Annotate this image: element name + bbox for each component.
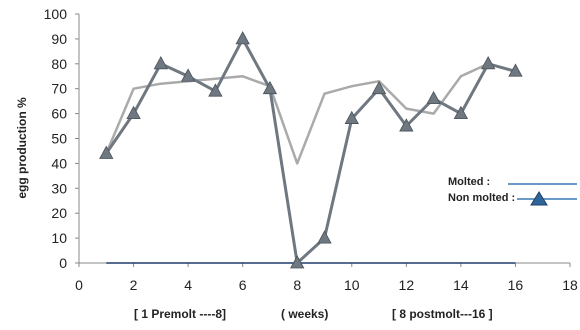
y-tick-label: 0 [59, 255, 67, 271]
x-tick-label: 8 [293, 277, 301, 293]
chart-legend: Molted : Non molted : [448, 176, 577, 206]
series-point-non-molted [290, 255, 305, 269]
x-tick-label: 2 [130, 277, 138, 293]
y-tick-label: 70 [51, 81, 67, 97]
legend-label-non-molted: Non molted : [448, 192, 515, 204]
series-point-non-molted [180, 68, 196, 82]
series-point-non-molted [508, 63, 523, 77]
x-tick-label: 4 [184, 277, 192, 293]
series-point-non-molted [399, 118, 414, 132]
series-line-molted [105, 62, 516, 165]
x-sublabel-premolt: [ 1 Premolt ----8] [134, 307, 226, 321]
series-point-non-molted [317, 230, 332, 244]
series-point-non-molted [426, 90, 441, 105]
x-sublabel-weeks: ( weeks) [281, 307, 328, 321]
x-tick-label: 0 [75, 277, 83, 293]
y-tick-label: 50 [51, 131, 67, 147]
series-point-non-molted [262, 80, 278, 95]
series-point-non-molted [153, 55, 169, 70]
y-tick-label: 30 [51, 180, 67, 196]
legend-marker-triangle [530, 191, 548, 206]
y-tick-label: 90 [51, 31, 67, 47]
series-point-non-molted [480, 55, 496, 70]
series-point-non-molted [371, 80, 387, 95]
y-tick-label: 80 [51, 56, 67, 72]
y-axis-label: egg production % [15, 97, 29, 199]
y-tick-label: 100 [44, 6, 68, 22]
x-tick-label: 12 [399, 277, 415, 293]
x-tick-label: 10 [344, 277, 360, 293]
y-tick-label: 60 [51, 106, 67, 122]
chart-series [99, 31, 523, 269]
y-tick-label: 10 [51, 230, 67, 246]
series-point-non-molted [126, 105, 141, 119]
x-sublabel-postmolt: [ 8 postmolt---16 ] [392, 307, 493, 321]
y-tick-label: 40 [51, 155, 67, 171]
series-point-non-molted [99, 145, 114, 159]
series-point-non-molted [453, 105, 469, 119]
chart-axes [75, 13, 571, 267]
legend-label-molted: Molted : [448, 176, 490, 188]
chart-tick-labels: 0 10 20 30 40 50 60 70 80 90 100 0 2 4 6 8 10 12 14 16 18 [44, 6, 578, 293]
x-tick-label: 18 [562, 277, 578, 293]
x-tick-label: 16 [508, 277, 524, 293]
y-tick-label: 20 [51, 205, 67, 221]
series-point-non-molted [235, 31, 250, 45]
series-point-non-molted [344, 110, 359, 124]
x-tick-label: 6 [239, 277, 247, 293]
x-tick-label: 14 [453, 277, 469, 293]
series-line-non-molted [105, 37, 516, 265]
series-point-non-molted [208, 83, 223, 97]
